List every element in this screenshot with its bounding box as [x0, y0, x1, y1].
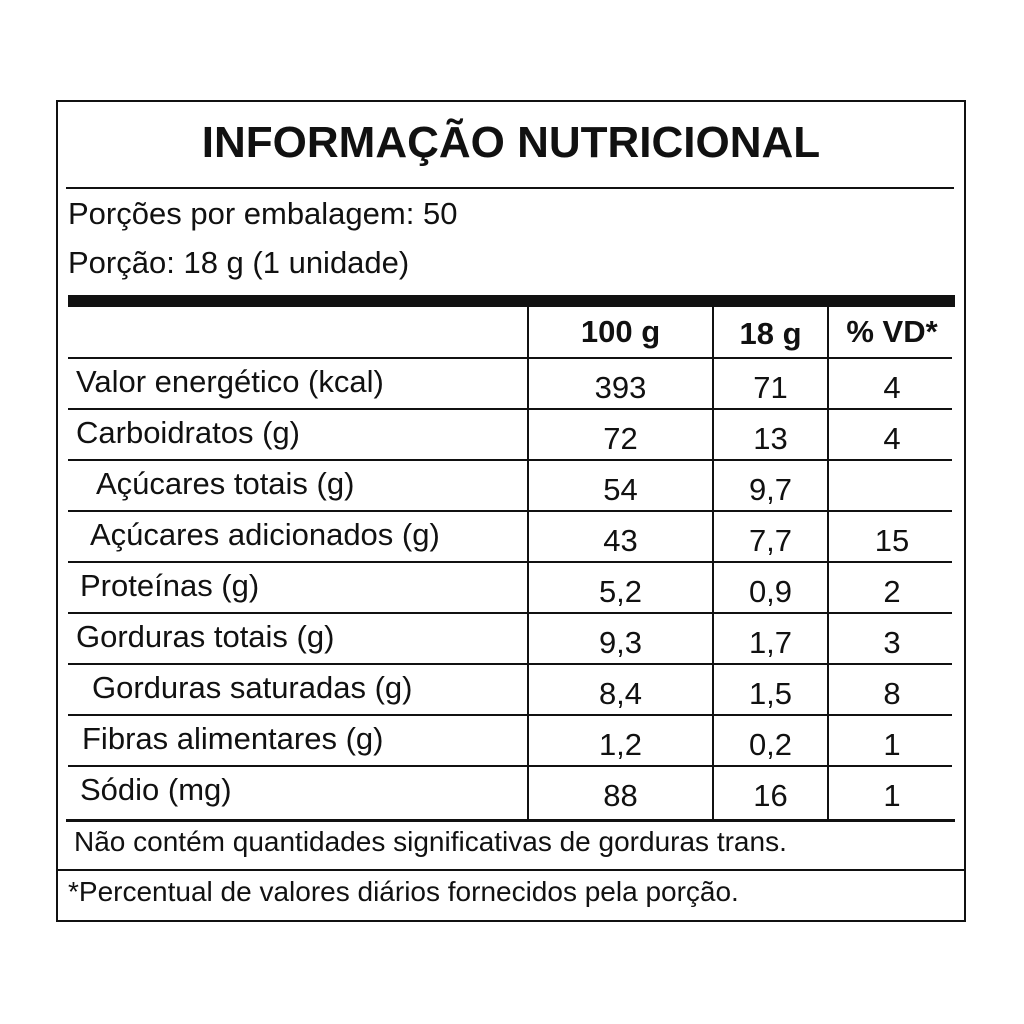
title-divider — [66, 187, 954, 189]
value-vd: 2 — [883, 574, 901, 609]
value-vd: 1 — [883, 727, 901, 762]
header-100g: 100 g — [580, 314, 661, 349]
value-vd: 1 — [883, 778, 901, 813]
column-divider — [712, 307, 714, 820]
footnote-divider — [58, 869, 964, 871]
nutrient-label: Gorduras totais (g) — [76, 619, 335, 654]
value-per-100g: 9,3 — [598, 625, 643, 660]
value-per-100g: 54 — [603, 472, 638, 507]
serving-size: Porção: 18 g (1 unidade) — [68, 245, 410, 280]
nutrient-label: Sódio (mg) — [80, 772, 232, 807]
nutrient-label: Valor energético (kcal) — [76, 364, 384, 399]
value-per-100g: 8,4 — [598, 676, 643, 711]
nutrient-label: Gorduras saturadas (g) — [92, 670, 413, 705]
column-divider — [827, 307, 829, 820]
value-per-100g: 43 — [603, 523, 638, 558]
header-serving: 18 g — [739, 316, 802, 351]
value-per-100g: 88 — [603, 778, 638, 813]
thick-divider — [68, 295, 955, 307]
trans-fat-note: Não contém quantidades significativas de… — [74, 826, 787, 857]
value-per-serving: 9,7 — [748, 472, 793, 507]
value-per-100g: 1,2 — [598, 727, 643, 762]
column-divider — [527, 307, 529, 820]
value-per-serving: 0,2 — [748, 727, 793, 762]
value-per-serving: 16 — [753, 778, 788, 813]
nutrient-label: Fibras alimentares (g) — [82, 721, 384, 756]
value-per-serving: 1,7 — [748, 625, 793, 660]
value-vd: 8 — [883, 676, 901, 711]
servings-per-package: Porções por embalagem: 50 — [68, 196, 458, 231]
row-divider — [68, 357, 952, 359]
nutrition-label-frame — [56, 100, 966, 922]
value-per-serving: 0,9 — [748, 574, 793, 609]
value-vd: 15 — [874, 523, 910, 558]
nutrient-label: Açúcares totais (g) — [96, 466, 355, 501]
row-divider — [68, 459, 952, 461]
value-per-100g: 393 — [594, 370, 647, 405]
value-per-100g: 72 — [603, 421, 638, 456]
row-divider — [68, 408, 952, 410]
value-vd: 4 — [883, 421, 901, 456]
value-vd: 3 — [883, 625, 901, 660]
value-vd — [829, 464, 955, 515]
row-divider — [68, 561, 952, 563]
value-per-serving: 1,5 — [748, 676, 793, 711]
value-per-100g: 5,2 — [598, 574, 643, 609]
row-divider — [68, 765, 952, 767]
nutrient-label: Açúcares adicionados (g) — [90, 517, 440, 552]
row-divider — [68, 612, 952, 614]
value-vd: 4 — [883, 370, 901, 405]
vd-footnote: *Percentual de valores diários fornecido… — [68, 876, 739, 907]
value-per-serving: 71 — [753, 370, 788, 405]
label-title: INFORMAÇÃO NUTRICIONAL — [201, 118, 821, 167]
table-bottom-divider — [66, 819, 955, 822]
value-per-serving: 7,7 — [748, 523, 793, 558]
value-per-serving: 13 — [753, 421, 788, 456]
row-divider — [68, 663, 952, 665]
header-vd: % VD* — [846, 314, 938, 349]
row-divider — [68, 510, 952, 512]
row-divider — [68, 714, 952, 716]
nutrient-label: Carboidratos (g) — [76, 415, 300, 450]
nutrient-label: Proteínas (g) — [80, 568, 260, 603]
